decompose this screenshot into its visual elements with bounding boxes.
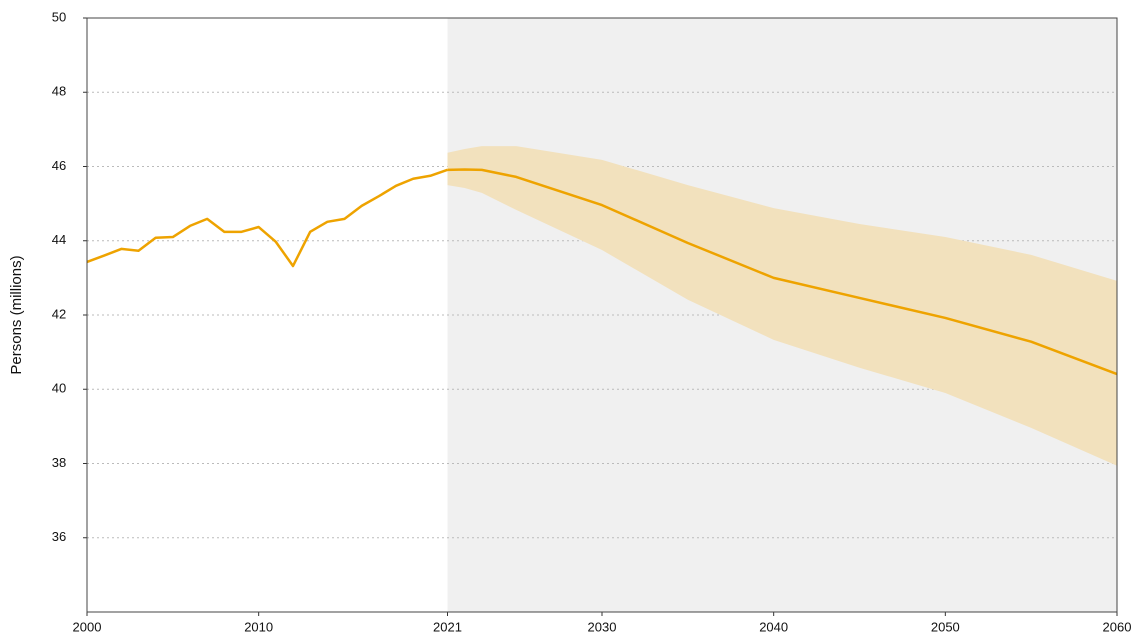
data-line: [447, 168, 1118, 376]
x-tick-label: 2030: [588, 619, 617, 634]
y-tick-label: 38: [52, 455, 66, 470]
x-tick-label: 2000: [73, 619, 102, 634]
x-tick-label: 2050: [931, 619, 960, 634]
confidence-band: [447, 146, 1117, 466]
y-tick-label: 48: [52, 84, 66, 99]
x-tick-label: 2021: [433, 619, 462, 634]
y-tick-label: 36: [52, 529, 66, 544]
x-tick-label: 2010: [244, 619, 273, 634]
plot-frame: [86, 17, 1118, 613]
y-tick-label: 40: [52, 381, 66, 396]
data-line: [86, 168, 448, 268]
y-tick-label: 42: [52, 306, 66, 321]
y-tick-label: 46: [52, 158, 66, 173]
y-tick-label: 44: [52, 232, 66, 247]
y-tick-label: 50: [52, 9, 66, 24]
x-tick-label: 2040: [759, 619, 788, 634]
y-axis-label: Persons (millions): [8, 255, 25, 374]
x-tick-label: 2060: [1103, 619, 1132, 634]
